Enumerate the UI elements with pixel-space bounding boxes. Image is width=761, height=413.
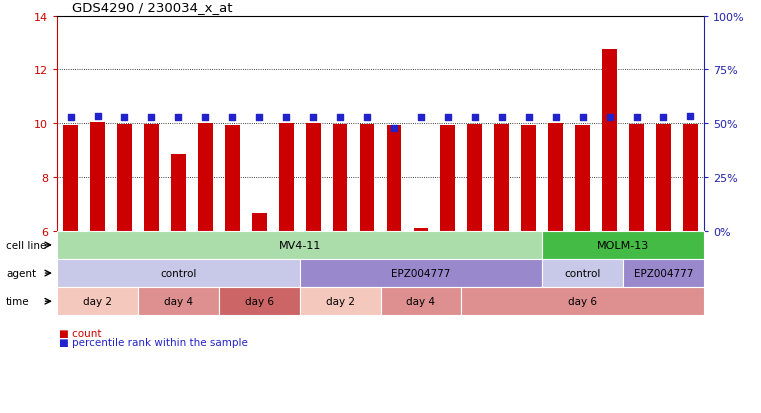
- Text: ■ percentile rank within the sample: ■ percentile rank within the sample: [59, 337, 247, 347]
- Bar: [596, 231, 623, 259]
- Text: EPZ004777: EPZ004777: [634, 268, 693, 278]
- Bar: [111, 231, 138, 259]
- Bar: [252, 214, 266, 231]
- Bar: [165, 231, 192, 259]
- Text: cell line: cell line: [6, 240, 46, 250]
- Text: control: control: [160, 268, 196, 278]
- Bar: [117, 124, 132, 231]
- Point: [334, 115, 346, 121]
- Bar: [333, 124, 348, 231]
- Point: [280, 115, 292, 121]
- Point: [253, 115, 266, 121]
- Bar: [246, 231, 272, 259]
- Bar: [441, 125, 455, 231]
- Point: [145, 115, 158, 121]
- Bar: [360, 125, 374, 231]
- Text: day 2: day 2: [326, 297, 355, 306]
- Point: [684, 113, 696, 120]
- Point: [119, 115, 131, 121]
- Text: ■ count: ■ count: [59, 328, 101, 338]
- Bar: [623, 231, 650, 259]
- Text: GDS4290 / 230034_x_at: GDS4290 / 230034_x_at: [72, 2, 233, 14]
- Point: [65, 115, 77, 121]
- Bar: [224, 125, 240, 231]
- Bar: [569, 231, 596, 259]
- Bar: [467, 125, 482, 231]
- Point: [577, 115, 589, 121]
- Text: day 6: day 6: [245, 297, 274, 306]
- Point: [226, 115, 238, 121]
- Bar: [144, 125, 159, 231]
- Bar: [575, 125, 590, 231]
- Bar: [602, 50, 617, 231]
- Point: [172, 115, 184, 121]
- Bar: [279, 124, 294, 231]
- Bar: [84, 231, 111, 259]
- Bar: [326, 231, 354, 259]
- Point: [361, 115, 373, 121]
- Text: EPZ004777: EPZ004777: [391, 268, 451, 278]
- Point: [91, 113, 103, 120]
- Point: [307, 115, 319, 121]
- Bar: [629, 125, 644, 231]
- Bar: [138, 231, 165, 259]
- Bar: [63, 125, 78, 231]
- Bar: [435, 231, 461, 259]
- Bar: [198, 123, 213, 231]
- Point: [495, 115, 508, 121]
- Bar: [387, 125, 401, 231]
- Text: day 6: day 6: [568, 297, 597, 306]
- Text: MOLM-13: MOLM-13: [597, 240, 649, 250]
- Bar: [90, 123, 105, 231]
- Bar: [219, 231, 246, 259]
- Point: [469, 115, 481, 121]
- Bar: [461, 231, 489, 259]
- Bar: [489, 231, 515, 259]
- Bar: [548, 124, 563, 231]
- Bar: [650, 231, 677, 259]
- Text: day 4: day 4: [164, 297, 193, 306]
- Bar: [683, 124, 698, 231]
- Bar: [306, 124, 320, 231]
- Bar: [272, 231, 300, 259]
- Point: [523, 115, 535, 121]
- Text: time: time: [6, 297, 30, 306]
- Bar: [413, 229, 428, 231]
- Bar: [656, 125, 671, 231]
- Point: [199, 115, 212, 121]
- Bar: [543, 231, 569, 259]
- Bar: [192, 231, 219, 259]
- Bar: [380, 231, 407, 259]
- Bar: [354, 231, 380, 259]
- Point: [658, 115, 670, 121]
- Point: [603, 115, 616, 121]
- Bar: [677, 231, 704, 259]
- Text: control: control: [565, 268, 601, 278]
- Bar: [515, 231, 543, 259]
- Bar: [407, 231, 435, 259]
- Text: day 2: day 2: [83, 297, 112, 306]
- Point: [388, 126, 400, 132]
- Point: [442, 115, 454, 121]
- Point: [549, 115, 562, 121]
- Point: [415, 115, 427, 121]
- Bar: [57, 231, 84, 259]
- Point: [630, 115, 642, 121]
- Bar: [495, 125, 509, 231]
- Text: agent: agent: [6, 268, 37, 278]
- Bar: [300, 231, 326, 259]
- Bar: [171, 155, 186, 231]
- Text: day 4: day 4: [406, 297, 435, 306]
- Bar: [521, 125, 537, 231]
- Text: MV4-11: MV4-11: [279, 240, 321, 250]
